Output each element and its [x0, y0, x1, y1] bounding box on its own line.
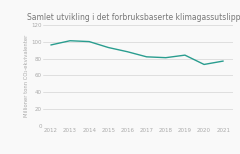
Title: Samlet utvikling i det forbruksbaserte klimagassutslippet: Samlet utvikling i det forbruksbaserte k… — [27, 13, 240, 22]
Y-axis label: Millioner tonn CO₂-ekvivalenter: Millioner tonn CO₂-ekvivalenter — [24, 34, 29, 117]
